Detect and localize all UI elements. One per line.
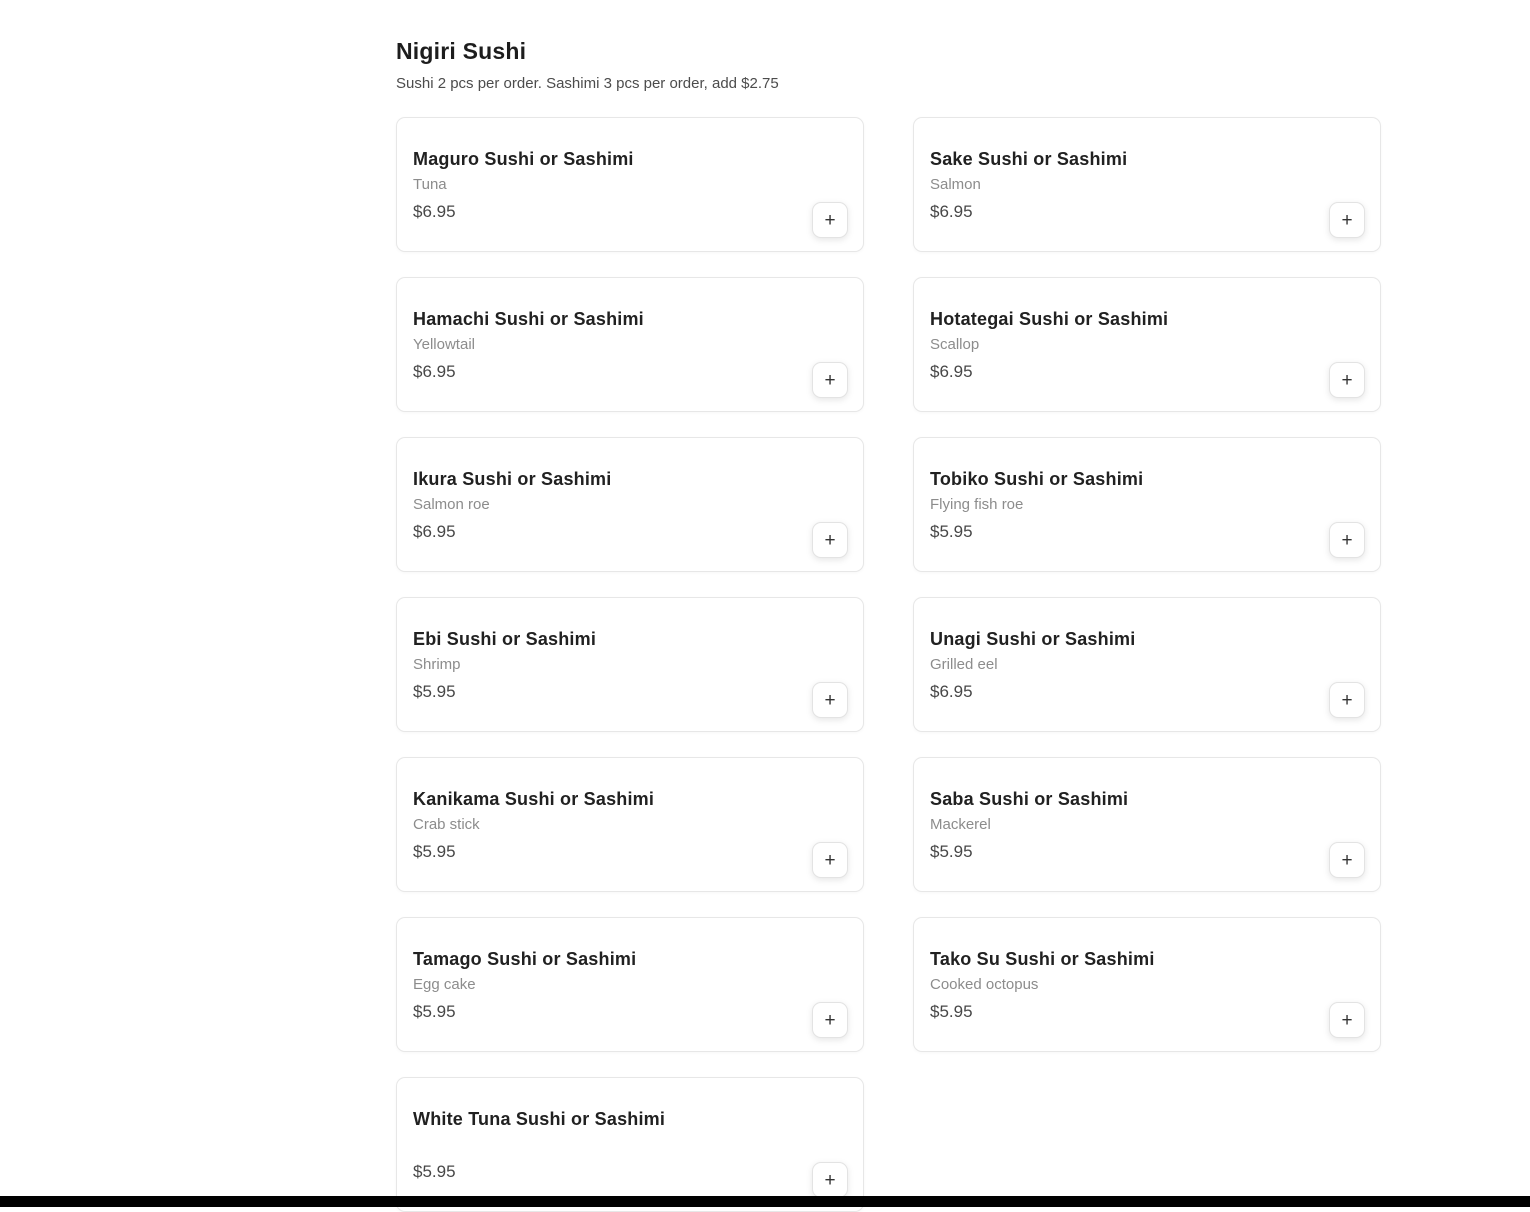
menu-item-card[interactable]: Saba Sushi or Sashimi Mackerel $5.95 + [913,757,1381,892]
item-price: $5.95 [930,842,973,861]
menu-item-card[interactable]: Sake Sushi or Sashimi Salmon $6.95 + [913,117,1381,252]
menu-item-card[interactable]: Ebi Sushi or Sashimi Shrimp $5.95 + [396,597,864,732]
item-title: White Tuna Sushi or Sashimi [413,1109,666,1129]
add-item-button[interactable]: + [1329,522,1365,558]
plus-icon: + [824,849,836,871]
add-item-button[interactable]: + [1329,1002,1365,1038]
section-subtitle: Sushi 2 pcs per order. Sashimi 3 pcs per… [396,75,779,92]
item-description: Mackerel [930,816,991,833]
item-price: $6.95 [930,682,973,701]
item-description: Flying fish roe [930,496,1024,513]
plus-icon: + [824,369,836,391]
plus-icon: + [1341,369,1353,391]
item-title: Ebi Sushi or Sashimi [413,629,597,649]
add-item-button[interactable]: + [812,522,848,558]
menu-section: Nigiri Sushi Sushi 2 pcs per order. Sash… [396,38,1381,1212]
item-title: Tako Su Sushi or Sashimi [930,949,1155,969]
page-title: Nigiri Sushi [396,38,527,64]
plus-icon: + [824,209,836,231]
item-price: $5.95 [930,522,973,541]
plus-icon: + [1341,1009,1353,1031]
item-price: $5.95 [413,1162,456,1181]
item-price: $6.95 [413,522,456,541]
item-description: Crab stick [413,816,480,833]
item-price: $5.95 [413,842,456,861]
item-description: Grilled eel [930,656,998,673]
plus-icon: + [1341,529,1353,551]
menu-item-card[interactable]: Hamachi Sushi or Sashimi Yellowtail $6.9… [396,277,864,412]
plus-icon: + [824,689,836,711]
menu-item-card[interactable]: Tamago Sushi or Sashimi Egg cake $5.95 + [396,917,864,1052]
menu-item-card[interactable]: Kanikama Sushi or Sashimi Crab stick $5.… [396,757,864,892]
item-description: Yellowtail [413,336,475,353]
menu-item-card[interactable]: Tako Su Sushi or Sashimi Cooked octopus … [913,917,1381,1052]
bottom-bar [0,1196,1530,1207]
add-item-button[interactable]: + [812,362,848,398]
item-price: $6.95 [413,362,456,381]
item-description: Salmon roe [413,496,490,513]
add-item-button[interactable]: + [1329,682,1365,718]
menu-item-card[interactable]: Unagi Sushi or Sashimi Grilled eel $6.95… [913,597,1381,732]
menu-item-card[interactable]: Ikura Sushi or Sashimi Salmon roe $6.95 … [396,437,864,572]
item-price: $6.95 [930,362,973,381]
item-description: Scallop [930,336,980,353]
item-title: Tobiko Sushi or Sashimi [930,469,1144,489]
add-item-button[interactable]: + [812,842,848,878]
item-price: $5.95 [413,1002,456,1021]
plus-icon: + [1341,209,1353,231]
add-item-button[interactable]: + [812,202,848,238]
add-item-button[interactable]: + [812,682,848,718]
item-price: $5.95 [930,1002,973,1021]
menu-item-card[interactable]: Hotategai Sushi or Sashimi Scallop $6.95… [913,277,1381,412]
item-title: Ikura Sushi or Sashimi [413,469,612,489]
item-description [413,1135,847,1155]
add-item-button[interactable]: + [812,1162,848,1198]
item-title: Unagi Sushi or Sashimi [930,629,1136,649]
add-item-button[interactable]: + [1329,842,1365,878]
item-description: Shrimp [413,656,461,673]
item-title: Tamago Sushi or Sashimi [413,949,637,969]
menu-item-card[interactable]: Tobiko Sushi or Sashimi Flying fish roe … [913,437,1381,572]
menu-grid: Maguro Sushi or Sashimi Tuna $6.95 + Sak… [396,117,1381,1212]
item-description: Tuna [413,176,447,193]
item-description: Egg cake [413,976,476,993]
item-price: $6.95 [413,202,456,221]
item-title: Maguro Sushi or Sashimi [413,149,634,169]
add-item-button[interactable]: + [1329,202,1365,238]
plus-icon: + [824,529,836,551]
item-price: $6.95 [930,202,973,221]
plus-icon: + [824,1169,836,1191]
item-description: Salmon [930,176,981,193]
item-title: Hotategai Sushi or Sashimi [930,309,1169,329]
add-item-button[interactable]: + [1329,362,1365,398]
item-title: Kanikama Sushi or Sashimi [413,789,655,809]
item-title: Hamachi Sushi or Sashimi [413,309,644,329]
menu-item-card[interactable]: Maguro Sushi or Sashimi Tuna $6.95 + [396,117,864,252]
plus-icon: + [1341,849,1353,871]
menu-item-card[interactable]: White Tuna Sushi or Sashimi $5.95 + [396,1077,864,1212]
add-item-button[interactable]: + [812,1002,848,1038]
item-price: $5.95 [413,682,456,701]
item-title: Sake Sushi or Sashimi [930,149,1128,169]
item-title: Saba Sushi or Sashimi [930,789,1129,809]
plus-icon: + [824,1009,836,1031]
item-description: Cooked octopus [930,976,1039,993]
plus-icon: + [1341,689,1353,711]
